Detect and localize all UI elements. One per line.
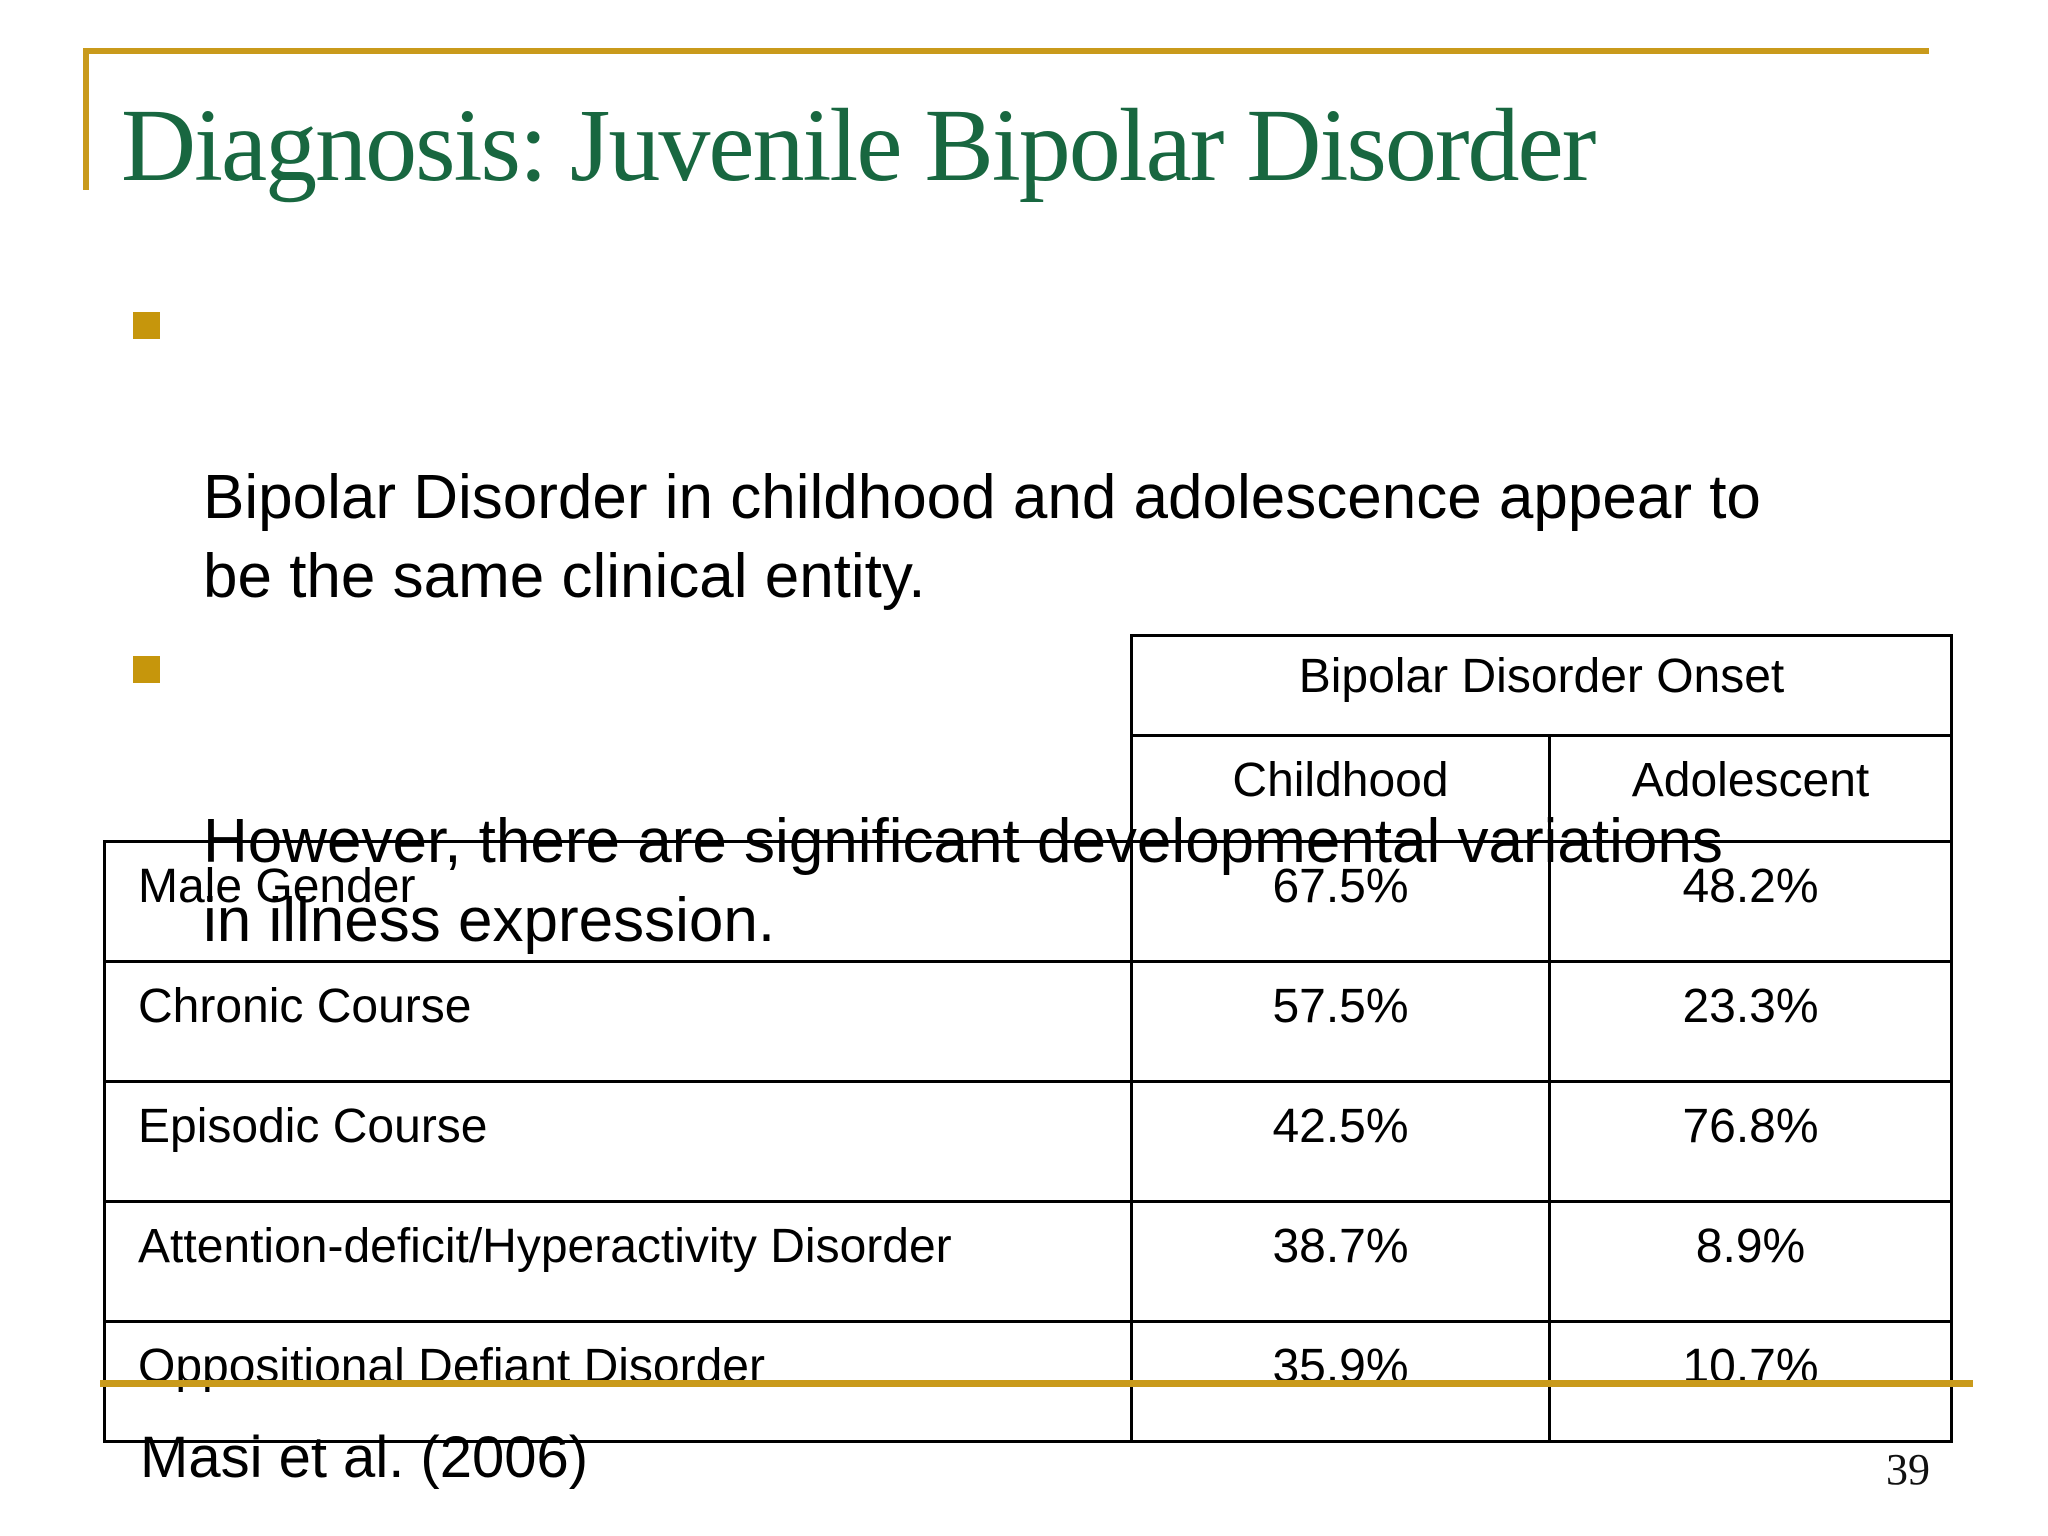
bottom-accent-line bbox=[100, 1380, 1973, 1387]
bullet-square-icon bbox=[133, 312, 160, 339]
table-row: Chronic Course 57.5% 23.3% bbox=[103, 960, 1953, 1083]
col-header-adolescent: Adolescent bbox=[1548, 734, 1953, 843]
col-header-childhood: Childhood bbox=[1130, 734, 1551, 843]
table-subheader-row: Childhood Adolescent bbox=[105, 734, 1953, 843]
bullet-text: Bipolar Disorder in childhood and adoles… bbox=[203, 463, 1761, 611]
table-row: Attention-deficit/Hyperactivity Disorder… bbox=[103, 1200, 1953, 1323]
cell-adolescent: 76.8% bbox=[1548, 1080, 1953, 1203]
bullet-square-icon bbox=[133, 656, 160, 683]
citation: Masi et al. (2006) bbox=[140, 1425, 589, 1490]
slide-title: Diagnosis: Juvenile Bipolar Disorder bbox=[121, 88, 1596, 203]
empty-corner-cell bbox=[105, 736, 1132, 842]
cell-childhood: 57.5% bbox=[1130, 960, 1551, 1083]
table-row: Episodic Course 42.5% 76.8% bbox=[103, 1080, 1953, 1203]
cell-childhood: 42.5% bbox=[1130, 1080, 1551, 1203]
table-header-onset: Bipolar Disorder Onset bbox=[1130, 634, 1953, 737]
bullet-item: Bipolar Disorder in childhood and adoles… bbox=[133, 300, 1963, 616]
row-label: Male Gender bbox=[103, 840, 1133, 963]
table-header-row: Bipolar Disorder Onset bbox=[105, 634, 1953, 737]
cell-adolescent: 23.3% bbox=[1548, 960, 1953, 1083]
cell-childhood: 38.7% bbox=[1130, 1200, 1551, 1323]
left-accent-line bbox=[83, 48, 89, 190]
table-row: Male Gender 67.5% 48.2% bbox=[103, 840, 1953, 963]
row-label: Episodic Course bbox=[103, 1080, 1133, 1203]
page-number: 39 bbox=[1886, 1445, 1930, 1494]
onset-table: Bipolar Disorder Onset Childhood Adolesc… bbox=[103, 634, 1953, 1443]
row-label: Attention-deficit/Hyperactivity Disorder bbox=[103, 1200, 1133, 1323]
row-label: Chronic Course bbox=[103, 960, 1133, 1083]
top-accent-line bbox=[83, 48, 1929, 54]
cell-childhood: 67.5% bbox=[1130, 840, 1551, 963]
empty-corner-cell bbox=[105, 636, 1132, 736]
cell-adolescent: 8.9% bbox=[1548, 1200, 1953, 1323]
cell-adolescent: 48.2% bbox=[1548, 840, 1953, 963]
